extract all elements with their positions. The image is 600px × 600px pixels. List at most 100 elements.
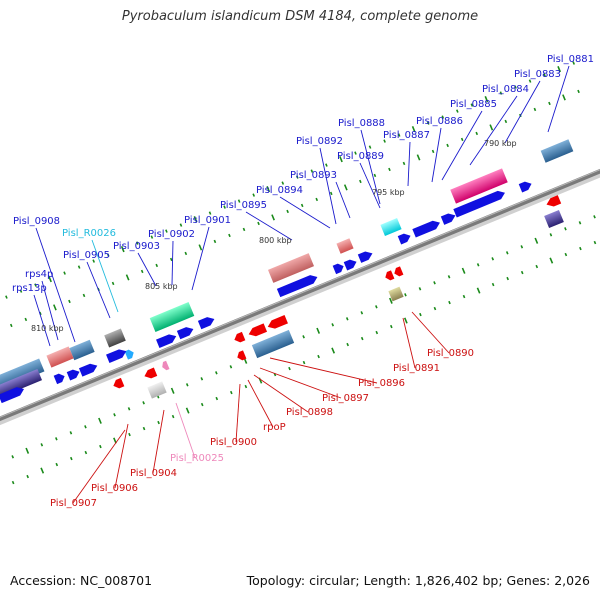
leader-line: [33, 294, 51, 347]
genome-summary-text: Topology: circular; Length: 1,826,402 bp…: [246, 573, 590, 588]
gc-tick: [302, 360, 306, 365]
forward-gene-labels: Pisl_0881 Pisl_0883 Pisl_0884 Pisl_0885 …: [12, 54, 594, 294]
gc-tick: [26, 474, 29, 479]
leader-line: [279, 196, 331, 229]
gene-label-pisl-0896: Pisl_0896: [358, 378, 405, 389]
leader-line: [319, 147, 337, 225]
label-leader-lines: [33, 65, 570, 504]
gene-label-pisl-r0026: Pisl_R0026: [62, 228, 116, 239]
gc-tick: [325, 163, 328, 167]
gc-tick: [548, 101, 551, 106]
gc-tick: [257, 221, 260, 226]
gc-tick: [237, 199, 241, 203]
gene-label-pisl-0898: Pisl_0898: [286, 407, 333, 418]
cds-arrow: [176, 327, 194, 340]
gene-label-pisl-0893: Pisl_0893: [290, 170, 337, 181]
gc-tick: [171, 414, 175, 419]
gc-tick: [489, 124, 494, 131]
gc-tick: [549, 233, 553, 237]
gene-label-pisl-0901: Pisl_0901: [184, 215, 231, 226]
cog-box: [450, 168, 508, 204]
gc-tick: [433, 281, 436, 285]
gene-label-pisl-0885: Pisl_0885: [450, 99, 497, 110]
cds-arrow: [385, 270, 395, 281]
gc-tick: [48, 276, 52, 283]
gc-tick: [25, 447, 30, 454]
gene-label-pisl-0887: Pisl_0887: [383, 130, 430, 141]
cds-arrow: [546, 195, 562, 207]
gc-tick: [200, 377, 204, 381]
gc-tick: [346, 342, 349, 347]
gc-tick: [84, 425, 87, 429]
leader-line: [360, 129, 381, 205]
gc-tick: [310, 169, 314, 173]
gc-tick: [360, 336, 364, 341]
gc-tick: [520, 245, 524, 249]
gc-tick: [331, 323, 335, 327]
gc-tick: [462, 294, 466, 299]
gc-tick: [476, 287, 481, 294]
gc-tick: [447, 275, 451, 279]
gc-tick: [127, 407, 131, 411]
gc-tick: [82, 293, 86, 298]
gc-tick: [317, 354, 320, 359]
gc-tick: [288, 366, 291, 371]
gc-tick: [300, 203, 304, 208]
leader-line: [547, 65, 570, 133]
gc-tick: [98, 417, 102, 424]
gc-tick: [11, 480, 15, 485]
leader-line: [35, 227, 76, 343]
leader-line: [402, 317, 416, 369]
gc-tick: [593, 240, 597, 245]
gc-tick: [373, 173, 377, 178]
gc-tick: [316, 327, 321, 334]
cds-arrow: [440, 213, 456, 225]
gene-label-pisl-0881: Pisl_0881: [547, 54, 594, 65]
cds-arrow: [343, 259, 357, 271]
cog-box: [336, 238, 354, 254]
scale-label-810: 810 kbp: [31, 324, 64, 333]
gc-tick: [534, 237, 539, 244]
gc-tick: [200, 402, 204, 407]
cds-arrow: [412, 220, 440, 238]
gc-tick: [55, 437, 58, 441]
gc-tick: [252, 193, 256, 197]
gene-label-pisl-0886: Pisl_0886: [416, 116, 463, 127]
cds-arrow: [267, 315, 288, 329]
leader-line: [359, 162, 381, 209]
gc-tick: [111, 281, 115, 286]
gc-tick: [68, 299, 71, 304]
gc-tick: [579, 246, 582, 251]
cog-box: [267, 253, 315, 283]
gc-tick: [142, 426, 146, 431]
gc-tick: [84, 450, 88, 455]
gc-skew-ticks: [5, 61, 597, 485]
cds-arrow: [197, 317, 215, 330]
gc-tick: [375, 305, 378, 309]
leader-line: [247, 379, 274, 428]
gc-tick: [40, 467, 45, 474]
gc-tick: [416, 154, 421, 161]
cog-box: [380, 218, 402, 236]
gc-tick: [92, 259, 96, 263]
gc-tick: [411, 126, 416, 133]
gc-tick: [403, 317, 408, 324]
gc-tick: [557, 66, 562, 73]
gc-tick: [77, 265, 81, 269]
gc-tick: [165, 229, 168, 233]
gene-label-pisl-0889: Pisl_0889: [337, 151, 384, 162]
scale-label-805: 805 kbp: [145, 282, 178, 291]
leader-line: [469, 95, 518, 166]
gc-tick: [419, 312, 422, 317]
cog-box: [69, 339, 95, 361]
gc-tick: [69, 431, 73, 435]
leader-line: [269, 357, 378, 384]
gc-tick: [185, 407, 190, 414]
gc-tick: [535, 264, 539, 269]
leader-line: [431, 127, 442, 183]
cds-arrow: [248, 323, 268, 337]
genome-backbone: [0, 168, 600, 426]
gc-tick: [215, 396, 219, 401]
cds-arrows: [0, 181, 562, 404]
